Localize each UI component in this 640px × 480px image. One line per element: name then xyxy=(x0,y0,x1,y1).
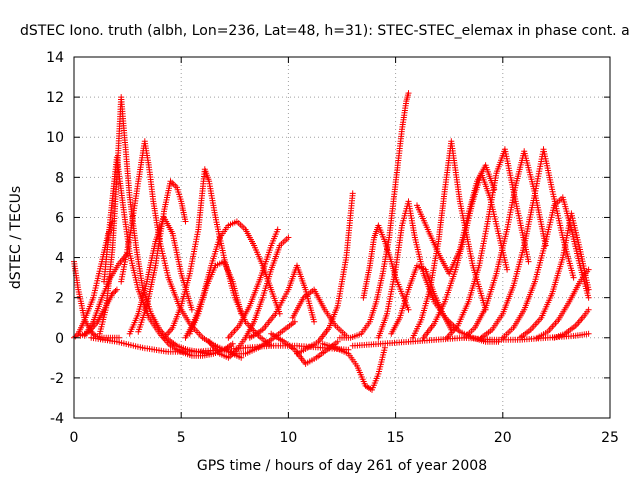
data-series xyxy=(225,226,281,341)
x-tick-label: 20 xyxy=(494,430,512,446)
plus-markers xyxy=(534,266,592,341)
plus-markers xyxy=(409,138,489,341)
x-tick-label: 0 xyxy=(70,430,79,446)
y-tick-label: 4 xyxy=(55,251,64,267)
data-series xyxy=(534,266,592,341)
data-series xyxy=(289,286,350,339)
data-series xyxy=(551,306,592,341)
data-series xyxy=(319,340,388,393)
x-tick-label: 10 xyxy=(279,430,297,446)
data-series xyxy=(461,148,549,341)
plot-frame xyxy=(73,56,611,419)
plus-markers xyxy=(135,178,189,335)
data-series xyxy=(349,330,592,349)
x-tick-label: 15 xyxy=(387,430,405,446)
data-series xyxy=(186,258,245,337)
data-series xyxy=(135,178,189,335)
y-tick-label: -2 xyxy=(50,371,64,387)
plus-markers xyxy=(551,306,592,341)
plus-markers xyxy=(336,90,412,341)
plus-markers xyxy=(319,340,388,393)
data-series xyxy=(294,190,356,357)
y-tick-label: 8 xyxy=(55,170,64,186)
axis-ticks: -4 -2 0 2 4 6 8 10 12 14 0 5 10 15 20 25 xyxy=(46,50,619,446)
x-axis-label: GPS time / hours of day 261 of year 2008 xyxy=(197,458,487,474)
y-axis-label: dSTEC / TECUs xyxy=(8,186,24,289)
plus-markers xyxy=(289,286,350,339)
data-series xyxy=(409,138,489,341)
plus-markers xyxy=(246,262,318,341)
plus-markers xyxy=(294,190,356,357)
y-tick-label: 6 xyxy=(55,210,64,226)
plus-markers xyxy=(349,330,592,349)
x-tick-label: 25 xyxy=(601,430,619,446)
plus-markers xyxy=(461,148,549,341)
data-series xyxy=(246,262,318,341)
data-series xyxy=(499,194,592,341)
data-points xyxy=(71,90,592,393)
y-tick-label: 14 xyxy=(46,50,64,66)
y-tick-label: -4 xyxy=(50,411,64,427)
data-series xyxy=(336,90,412,341)
y-tick-label: 12 xyxy=(46,90,64,106)
x-tick-label: 5 xyxy=(177,430,186,446)
plus-markers xyxy=(517,210,592,341)
y-tick-label: 2 xyxy=(55,291,64,307)
plus-markers xyxy=(499,194,592,341)
y-tick-label: 0 xyxy=(55,331,64,347)
y-tick-label: 10 xyxy=(46,130,64,146)
chart-title: dSTEC Iono. truth (albh, Lon=236, Lat=48… xyxy=(20,23,630,39)
plus-markers xyxy=(186,258,245,337)
plus-markers xyxy=(225,226,281,341)
data-series xyxy=(517,210,592,341)
